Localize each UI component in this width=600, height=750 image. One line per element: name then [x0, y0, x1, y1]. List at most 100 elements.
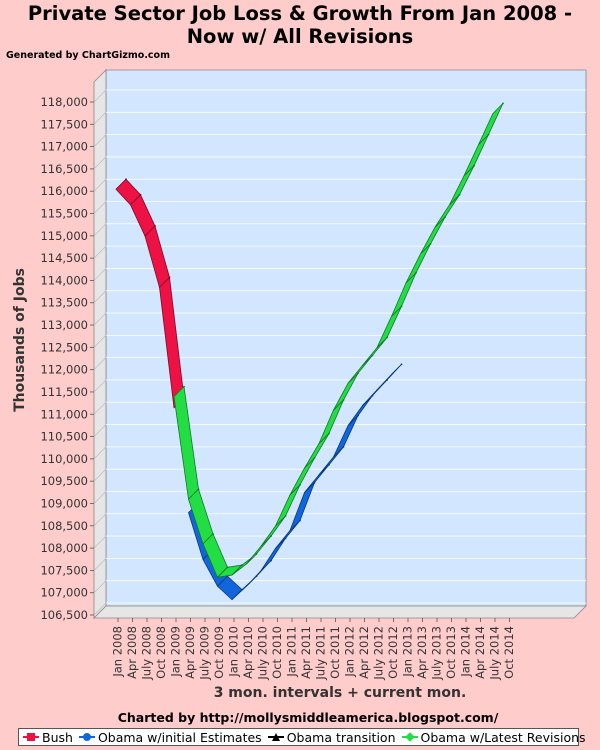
legend-item: Bush — [23, 730, 73, 745]
data-point — [299, 519, 301, 522]
wall-gridline — [93, 468, 107, 482]
data-point — [284, 515, 287, 517]
x-tick-label: July 2011 — [314, 626, 328, 681]
data-point — [400, 305, 403, 308]
x-tick-label: Apr 2011 — [299, 626, 313, 679]
data-point — [313, 481, 316, 484]
wall-gridline — [93, 602, 107, 616]
y-tick-label: 110,000 — [40, 452, 88, 466]
data-point — [255, 575, 258, 578]
data-point — [284, 537, 287, 540]
y-tick-label: 118,000 — [40, 95, 88, 109]
data-point — [270, 535, 272, 537]
legend-marker-icon — [78, 732, 95, 742]
wall-gridline — [93, 491, 107, 504]
data-point — [342, 445, 345, 448]
x-tick-label: Apr 2010 — [241, 626, 255, 679]
chart-3d-walls — [93, 69, 587, 619]
x-tick-label: Jan 2014 — [459, 626, 473, 678]
wall-gridline — [93, 156, 107, 170]
legend-item: Obama transition — [267, 729, 396, 745]
data-point — [328, 432, 330, 435]
plot-floor — [93, 605, 587, 619]
chart-legend: Bush Obama w/initial Estimates Obama trans… — [18, 728, 586, 746]
wall-gridline — [93, 245, 107, 259]
x-axis-ticks: Jan 2008 Apr 2008 July 2008 Oct 2008 Jan 200… — [111, 618, 516, 681]
y-tick-label: 109,000 — [40, 496, 88, 510]
wall-gridline — [93, 335, 107, 348]
y-axis-ticks: 106,500 107,000 107,500 108,000 108,500 109,0… — [40, 95, 94, 622]
x-tick-label: July 2012 — [372, 626, 386, 681]
chart-title-line-2: Now w/ All Revisions — [186, 25, 414, 48]
legend-item: Obama w/Latest Revisions — [401, 729, 586, 745]
x-tick-label: Apr 2014 — [473, 626, 487, 679]
y-tick-label: 107,000 — [40, 586, 88, 600]
data-point — [212, 532, 214, 535]
legend-label: Obama w/initial Estimates — [97, 729, 262, 745]
data-point — [168, 276, 171, 279]
x-tick-label: Oct 2008 — [154, 626, 168, 679]
x-tick-label: Oct 2014 — [502, 626, 516, 679]
data-point — [139, 193, 142, 196]
x-tick-label: Jan 2013 — [401, 626, 415, 678]
data-point — [241, 564, 243, 566]
data-point — [386, 379, 388, 381]
data-point — [125, 178, 127, 181]
y-tick-label: 115,500 — [40, 207, 88, 221]
y-tick-label: 108,000 — [40, 541, 88, 555]
y-tick-label: 117,500 — [40, 117, 88, 131]
data-point — [386, 336, 388, 339]
data-point — [197, 488, 200, 491]
data-point — [444, 216, 446, 219]
data-point — [299, 483, 301, 486]
x-tick-label: Apr 2013 — [415, 626, 429, 679]
data-point — [241, 588, 243, 591]
y-tick-label: 116,500 — [40, 162, 88, 176]
data-point — [328, 463, 330, 466]
wall-gridline — [93, 402, 107, 415]
wall-gridline — [93, 558, 107, 571]
x-tick-label: Apr 2008 — [125, 626, 139, 679]
data-point — [371, 354, 374, 357]
legend-marker-icon — [267, 732, 284, 742]
x-tick-label: Oct 2012 — [386, 626, 400, 679]
wall-gridline — [93, 580, 107, 593]
series-segment — [478, 102, 504, 146]
wall-gridline — [93, 290, 107, 303]
data-point — [502, 102, 504, 105]
wall-gridline — [93, 357, 107, 370]
data-point — [313, 457, 316, 459]
wall-gridline — [93, 535, 107, 549]
series-segment — [159, 276, 185, 409]
y-tick-label: 111,000 — [40, 407, 88, 421]
series-segment — [376, 363, 402, 391]
data-point — [154, 225, 156, 227]
series-obama-w-initial-estimates — [188, 363, 403, 601]
x-tick-label: Jan 2008 — [111, 626, 125, 678]
data-point — [226, 566, 229, 569]
x-tick-label: July 2013 — [430, 626, 444, 681]
data-point — [357, 372, 359, 375]
data-point — [487, 133, 490, 136]
wall-gridline — [93, 268, 107, 281]
chart-title-line-1: Private Sector Job Loss & Growth From Ja… — [27, 2, 573, 25]
y-tick-label: 115,000 — [40, 229, 88, 243]
y-tick-label: 114,000 — [40, 273, 88, 287]
wall-gridline — [93, 112, 107, 125]
legend-marker-icon — [23, 732, 39, 742]
data-point — [342, 399, 345, 401]
wall-gridline — [93, 424, 107, 437]
y-tick-label: 117,000 — [40, 140, 88, 154]
x-tick-label: Oct 2011 — [328, 626, 342, 679]
legend-label: Obama transition — [286, 729, 396, 745]
x-tick-label: Apr 2009 — [183, 626, 197, 679]
y-tick-label: 112,000 — [40, 363, 88, 377]
y-tick-label: 113,000 — [40, 318, 88, 332]
legend-label: Obama w/Latest Revisions — [420, 729, 586, 745]
x-tick-label: July 2008 — [140, 626, 154, 681]
wall-gridline — [93, 513, 107, 527]
y-tick-label: 113,500 — [40, 296, 88, 310]
y-tick-label: 110,500 — [40, 430, 88, 444]
wall-gridline — [93, 89, 107, 103]
